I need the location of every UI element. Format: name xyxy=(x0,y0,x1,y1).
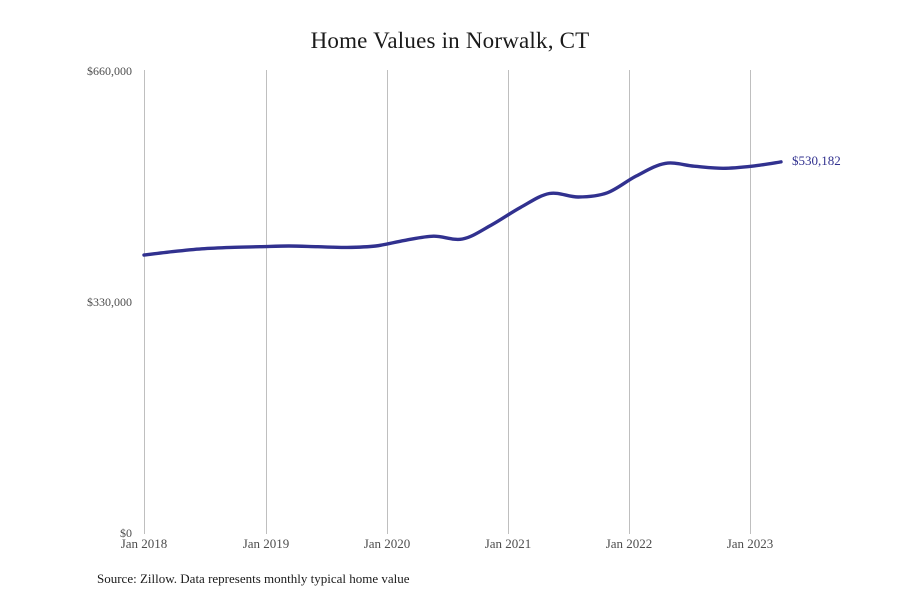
y-axis: $660,000 $330,000 $0 xyxy=(20,0,132,600)
series-line-typical-home-value xyxy=(142,160,783,257)
chart-title: Home Values in Norwalk, CT xyxy=(310,28,590,53)
x-tick-label-jan-2020: Jan 2020 xyxy=(363,536,411,551)
gridline-jan-2022 xyxy=(629,70,630,534)
gridline-jan-2020 xyxy=(387,70,388,534)
x-tick-label-jan-2023: Jan 2023 xyxy=(726,536,774,551)
y-tick-label-330000: $330,000 xyxy=(87,295,132,309)
source-note: Source: Zillow. Data represents monthly … xyxy=(97,571,410,586)
y-tick-label-660000: $660,000 xyxy=(87,64,132,78)
gridline-jan-2019 xyxy=(266,70,267,534)
gridline-jan-2018 xyxy=(144,70,145,534)
gridline-jan-2023 xyxy=(750,70,751,534)
gridline-jan-2021 xyxy=(508,70,509,534)
x-tick-label-jan-2018: Jan 2018 xyxy=(120,536,168,551)
x-tick-label-jan-2022: Jan 2022 xyxy=(605,536,653,551)
x-tick-label-jan-2019: Jan 2019 xyxy=(242,536,290,551)
end-value-label: $530,182 xyxy=(792,152,841,168)
x-tick-label-jan-2021: Jan 2021 xyxy=(484,536,532,551)
y-tick-label-0: $0 xyxy=(120,526,132,540)
